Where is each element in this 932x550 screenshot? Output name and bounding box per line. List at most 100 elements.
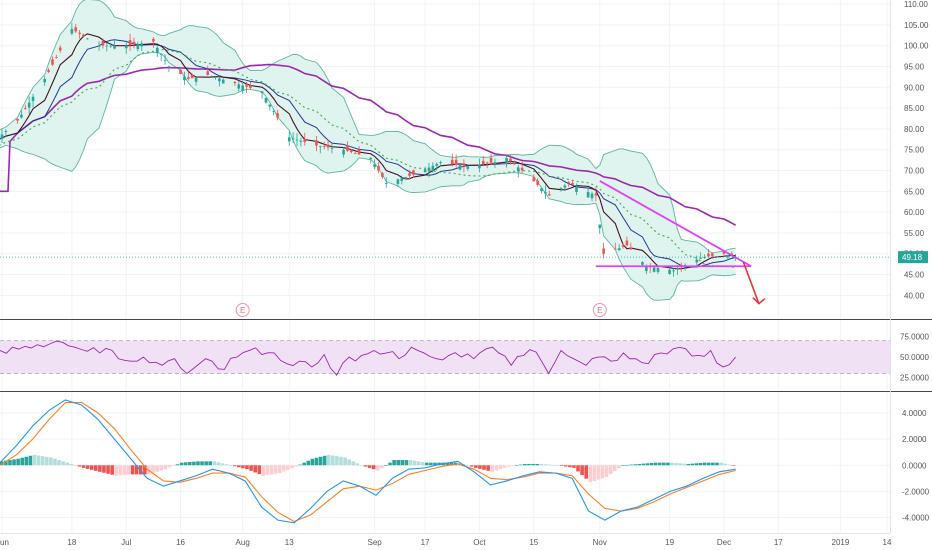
breakdown-arrow <box>742 261 766 305</box>
price-tick-label: 65.00 <box>904 187 925 196</box>
macd-histogram-bar <box>645 463 650 466</box>
time-tick-label: 13 <box>285 538 294 547</box>
macd-histogram-bar <box>494 465 499 471</box>
candle <box>726 254 730 261</box>
macd-histogram-bar <box>698 462 703 466</box>
macd-histogram-bar <box>322 455 327 466</box>
macd-histogram-bar <box>559 465 564 466</box>
macd-histogram-bar <box>335 456 339 466</box>
candle <box>132 37 136 49</box>
macd-histogram-bar <box>253 465 257 473</box>
macd-line <box>0 399 736 524</box>
macd-histogram-bar <box>102 465 106 473</box>
candle <box>381 172 384 180</box>
candle <box>287 131 291 146</box>
macd-histogram-bar <box>77 465 82 467</box>
candle <box>516 164 520 178</box>
candle <box>295 133 299 146</box>
macd-histogram-bar <box>425 462 429 466</box>
macd-histogram-bar <box>339 456 343 466</box>
macd-histogram-bar <box>380 465 384 468</box>
candle <box>594 187 598 202</box>
candle <box>625 236 629 247</box>
macd-histogram-bar <box>314 457 319 466</box>
candle <box>598 224 602 234</box>
candle <box>540 188 543 194</box>
candle <box>485 161 489 169</box>
macd-histogram-bar <box>69 463 74 466</box>
macd-histogram-bar <box>249 465 253 471</box>
macd-histogram-bar <box>24 456 29 466</box>
earnings-marker[interactable]: E <box>235 303 250 317</box>
macd-histogram-bar <box>584 465 588 479</box>
macd-histogram-bar <box>510 465 515 466</box>
macd-histogram-bar <box>220 463 225 466</box>
macd-histogram-bar <box>433 462 437 466</box>
candle <box>51 56 54 67</box>
earnings-marker[interactable]: E <box>592 303 607 317</box>
macd-histogram-bar <box>670 462 674 466</box>
macd-histogram-bar <box>359 465 364 466</box>
macd-histogram-bar <box>36 455 41 466</box>
candle <box>86 37 89 40</box>
candle <box>373 159 376 170</box>
candle <box>23 104 27 110</box>
macd-histogram-bar <box>65 462 69 466</box>
macd-histogram-bar <box>187 462 192 466</box>
macd-histogram-bar <box>167 465 172 468</box>
candle <box>27 96 31 115</box>
macd-histogram-bar <box>40 456 45 466</box>
ma-long-line <box>0 63 736 226</box>
candle <box>575 183 578 196</box>
macd-histogram-bar <box>469 465 474 467</box>
macd-histogram-bar <box>106 465 110 474</box>
macd-histogram-bar <box>502 465 507 468</box>
svg-text:49.18: 49.18 <box>902 253 923 262</box>
macd-tick-label: -2.0000 <box>902 487 930 496</box>
macd-histogram-bar <box>657 462 662 466</box>
macd-histogram-bar <box>179 462 184 466</box>
candle <box>571 179 574 186</box>
time-tick-label: 14 <box>883 538 892 547</box>
candle <box>183 71 186 85</box>
candle <box>128 33 132 51</box>
candle <box>291 132 295 143</box>
macd-histogram-bar <box>306 460 311 466</box>
candle <box>342 147 345 158</box>
candle <box>703 254 706 259</box>
macd-histogram-bar <box>151 465 155 474</box>
macd-histogram-bar <box>596 465 601 480</box>
macd-histogram-bar <box>592 465 597 481</box>
svg-text:E: E <box>240 306 245 315</box>
candle <box>74 24 78 33</box>
candle <box>237 81 241 92</box>
macd-histogram-bar <box>44 456 49 466</box>
macd-histogram-bar <box>613 465 617 472</box>
candle <box>233 81 237 86</box>
macd-histogram-bar <box>294 465 298 467</box>
macd-histogram-bar <box>159 465 163 471</box>
candle <box>672 268 675 277</box>
price-tick-label: 70.00 <box>904 167 925 176</box>
candle <box>621 242 625 249</box>
candle <box>513 160 516 165</box>
time-tick-label: Dec <box>717 538 731 547</box>
macd-histogram-bar <box>694 463 699 466</box>
candle <box>668 267 671 275</box>
macd-histogram-bar <box>265 465 270 476</box>
macd-histogram-bar <box>715 462 719 466</box>
macd-histogram-bar <box>482 465 486 470</box>
macd-histogram-bar <box>629 464 633 466</box>
candle <box>163 54 167 65</box>
candle <box>155 45 159 58</box>
candle <box>590 191 594 202</box>
macd-panel <box>0 399 736 524</box>
price-tick-label: 45.00 <box>904 271 925 280</box>
macd-histogram-bar <box>49 457 53 466</box>
last-price-badge: 49.18 <box>898 251 928 264</box>
macd-histogram-bar <box>486 465 490 471</box>
macd-histogram-bar <box>0 461 4 466</box>
